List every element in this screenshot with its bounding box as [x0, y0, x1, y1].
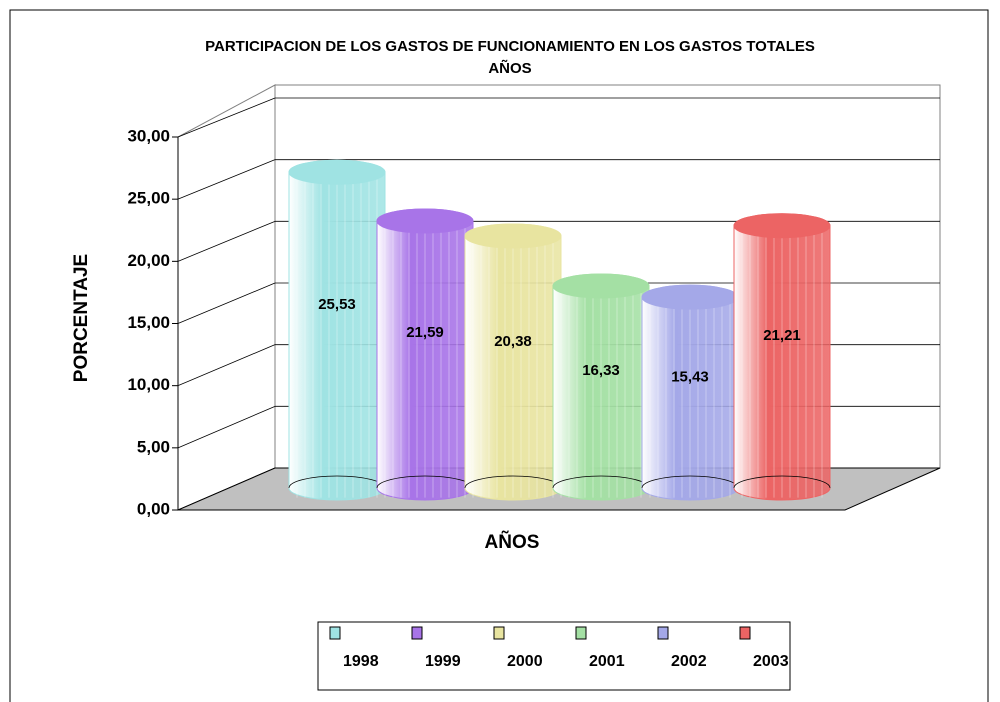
- y-tick-label: 10,00: [127, 375, 170, 394]
- y-tick-label: 5,00: [137, 437, 170, 456]
- grid-line: [177, 159, 276, 200]
- y-tick-label: 25,00: [127, 189, 170, 208]
- data-label: 15,43: [671, 368, 709, 385]
- grid-line: [177, 97, 276, 138]
- legend-label: 1998: [343, 653, 379, 670]
- legend-swatch: [739, 626, 751, 640]
- chart-subtitle: AÑOS: [488, 59, 531, 77]
- y-axis-label: PORCENTAJE: [71, 254, 92, 382]
- y-tick-label: 20,00: [127, 251, 170, 270]
- y-tick-label: 15,00: [127, 313, 170, 332]
- cylinder-base-line: [641, 475, 739, 489]
- chart-border: [9, 9, 989, 702]
- cylinder-top: [464, 223, 562, 249]
- legend-label: 1999: [425, 653, 461, 670]
- legend-swatch: [657, 626, 669, 640]
- chart-title: PARTICIPACION DE LOS GASTOS DE FUNCIONAM…: [205, 38, 815, 55]
- cylinder-base-line: [733, 475, 831, 489]
- grid-line: [177, 344, 276, 387]
- data-label: 20,38: [494, 333, 532, 350]
- legend-label: 2002: [671, 653, 707, 670]
- legend: [317, 621, 791, 691]
- y-tick-label: 30,00: [127, 126, 170, 145]
- cylinder-top: [288, 159, 386, 185]
- legend-label: 2003: [753, 653, 789, 670]
- data-label: 21,21: [763, 327, 801, 344]
- legend-swatch: [329, 626, 341, 640]
- cylinder-top: [641, 284, 739, 310]
- legend-swatch: [575, 626, 587, 640]
- data-label: 16,33: [582, 362, 620, 379]
- x-axis-label: AÑOS: [485, 531, 540, 553]
- legend-label: 2001: [589, 653, 625, 670]
- legend-swatch: [493, 626, 505, 640]
- grid-line: [177, 282, 276, 324]
- legend-label: 2000: [507, 653, 543, 670]
- data-label: 21,59: [406, 324, 444, 341]
- grid-line: [177, 220, 276, 262]
- cylinder-top: [376, 208, 474, 234]
- side-wall: [177, 84, 276, 511]
- legend-swatch: [411, 626, 423, 640]
- cylinder-top: [733, 213, 831, 239]
- cylinder-top: [552, 273, 650, 299]
- grid-line: [177, 405, 276, 449]
- y-tick-label: 0,00: [137, 499, 170, 518]
- data-label: 25,53: [318, 296, 356, 313]
